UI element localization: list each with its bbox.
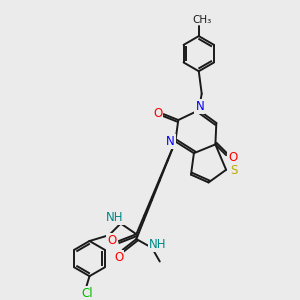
Text: CH₃: CH₃	[192, 14, 211, 25]
Text: NH: NH	[149, 238, 166, 251]
Text: O: O	[107, 233, 117, 247]
Text: O: O	[114, 251, 123, 264]
Text: O: O	[228, 151, 238, 164]
Text: S: S	[230, 164, 238, 177]
Text: N: N	[195, 100, 204, 113]
Text: N: N	[166, 135, 175, 148]
Text: NH: NH	[106, 211, 124, 224]
Text: Cl: Cl	[82, 287, 93, 300]
Text: O: O	[153, 107, 162, 120]
